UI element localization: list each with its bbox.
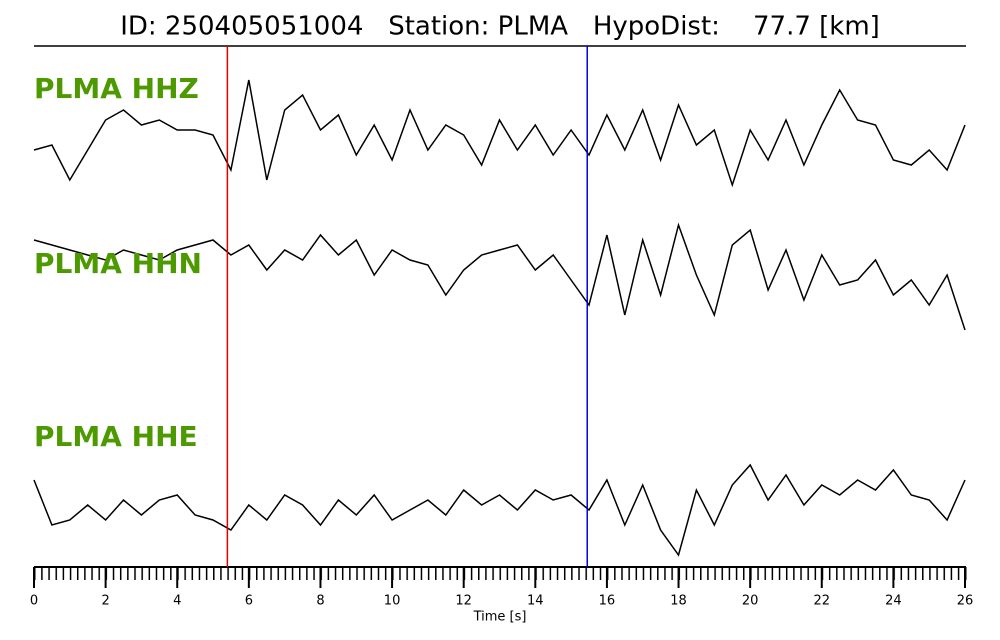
trace — [33, 463, 966, 557]
channel-label: PLMA HHZ — [34, 72, 199, 105]
x-axis-label: Time [s] — [473, 610, 527, 625]
x-tick-label: 16 — [599, 594, 616, 609]
x-tick-label: 26 — [957, 594, 974, 609]
channel-label: PLMA HHE — [34, 420, 198, 453]
channel-label: PLMA HHN — [34, 247, 202, 280]
trace — [33, 222, 966, 331]
trace — [33, 79, 966, 188]
x-tick-label: 22 — [813, 594, 830, 609]
chart-title: ID: 250405051004 Station: PLMA HypoDist:… — [120, 12, 880, 42]
minor-ticks — [33, 567, 967, 581]
x-tick-label: 2 — [101, 594, 109, 609]
x-tick-label: 12 — [455, 594, 472, 609]
x-tick-label: 8 — [316, 594, 324, 609]
x-tick-label: 24 — [885, 594, 902, 609]
x-tick-label: 20 — [742, 594, 759, 609]
x-tick-label: 4 — [173, 594, 181, 609]
x-tick-label: 0 — [30, 594, 38, 609]
x-tick-label: 14 — [527, 594, 544, 609]
x-tick-label: 6 — [245, 594, 253, 609]
x-tick-label: 10 — [384, 594, 401, 609]
x-tick-label: 18 — [670, 594, 687, 609]
